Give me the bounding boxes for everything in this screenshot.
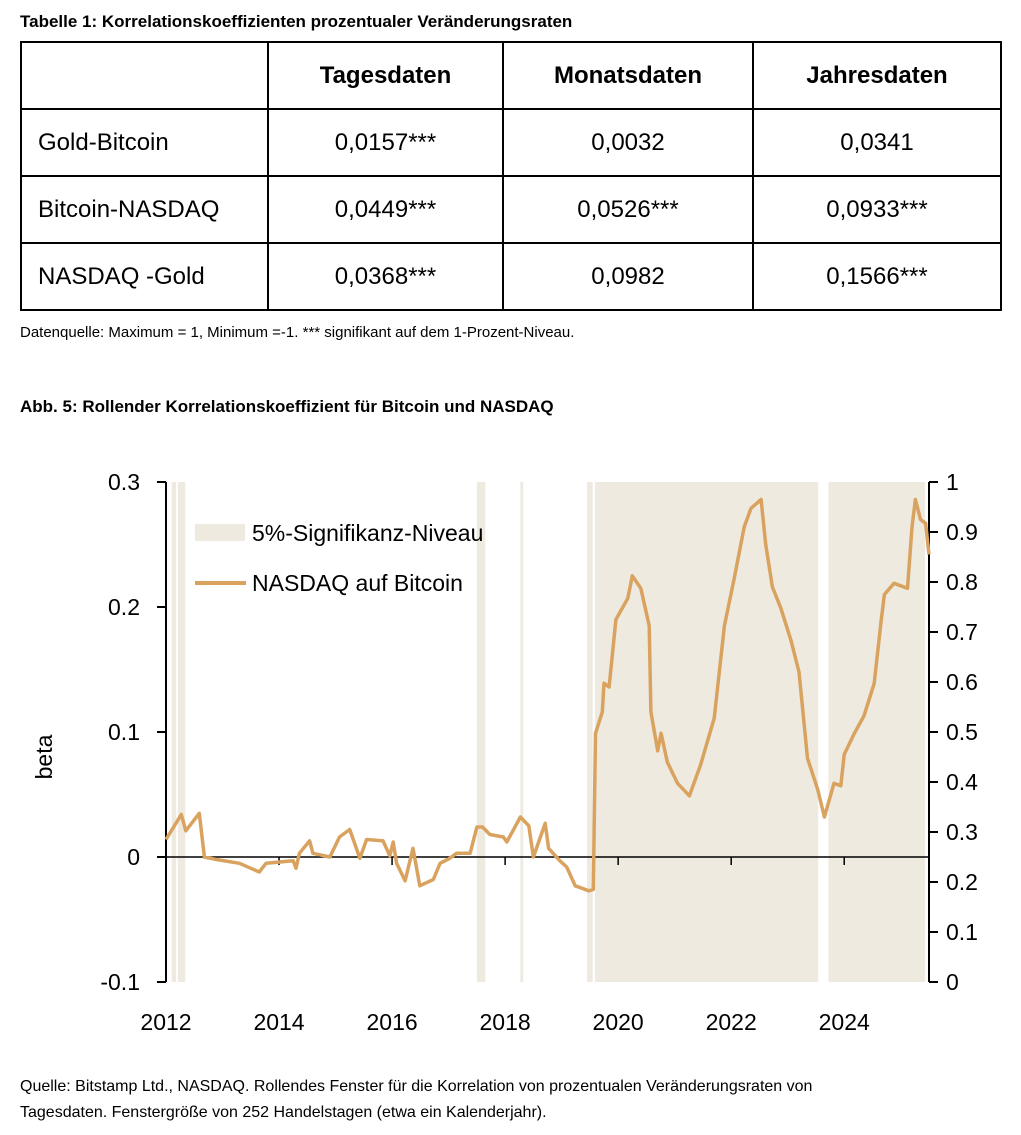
table-header-row: Tagesdaten Monatsdaten Jahresdaten [20, 41, 1002, 110]
table-row: Bitcoin-NASDAQ 0,0449*** 0,0526*** 0,093… [20, 175, 1002, 244]
y2-tick-label: 0.2 [946, 869, 978, 895]
y-tick-label: 0.2 [108, 594, 140, 620]
source-line-1: Quelle: Bitstamp Ltd., NASDAQ. Rollendes… [20, 1078, 813, 1095]
table-header-tagesdaten: Tagesdaten [267, 41, 504, 110]
y2-tick-label: 0.4 [946, 769, 978, 795]
correlation-table: Tagesdaten Monatsdaten Jahresdaten Gold-… [20, 41, 1002, 311]
significance-band [171, 482, 177, 982]
y2-tick-label: 0 [946, 969, 959, 995]
legend-band-swatch [195, 524, 245, 541]
table-header-jahresdaten: Jahresdaten [752, 41, 1002, 110]
table-cell: 0,0526*** [502, 175, 754, 244]
significance-band [476, 482, 486, 982]
x-tick-label: 2014 [253, 1009, 304, 1035]
table-cell: 0,0982 [502, 242, 754, 311]
table-cell: 0,0449*** [267, 175, 504, 244]
y-tick-label: -0.1 [100, 969, 140, 995]
figure-source: Quelle: Bitstamp Ltd., NASDAQ. Rollendes… [20, 1074, 812, 1126]
y2-tick-label: 0.1 [946, 919, 978, 945]
table-title: Tabelle 1: Korrelationskoeffizienten pro… [20, 12, 573, 31]
row-label: Bitcoin-NASDAQ [20, 175, 269, 244]
x-tick-label: 2020 [593, 1009, 644, 1035]
figure-title: Abb. 5: Rollender Korrelationskoeffizien… [20, 397, 554, 416]
table-header-monatsdaten: Monatsdaten [502, 41, 754, 110]
table-cell: 0,0368*** [267, 242, 504, 311]
x-tick-label: 2012 [140, 1009, 191, 1035]
y2-tick-label: 0.7 [946, 619, 978, 645]
x-tick-label: 2018 [480, 1009, 531, 1035]
x-tick-label: 2022 [706, 1009, 757, 1035]
y-tick-label: 0.1 [108, 719, 140, 745]
row-label: Gold-Bitcoin [20, 108, 269, 177]
row-label: NASDAQ -Gold [20, 242, 269, 311]
y2-tick-label: 0.6 [946, 669, 978, 695]
significance-band [520, 482, 524, 982]
y2-tick-label: 1 [946, 469, 959, 495]
series-line-nasdaq-auf-bitcoin [164, 497, 931, 893]
y2-tick-label: 0.8 [946, 569, 978, 595]
significance-band [587, 482, 593, 982]
table-note: Datenquelle: Maximum = 1, Minimum =-1. *… [20, 324, 575, 341]
y2-tick-label: 0.3 [946, 819, 978, 845]
x-tick-label: 2016 [366, 1009, 417, 1035]
x-tick-label: 2024 [819, 1009, 870, 1035]
table-cell: 0,0157*** [267, 108, 504, 177]
legend-line-label: NASDAQ auf Bitcoin [252, 570, 463, 596]
y-axis-label: beta [31, 734, 57, 779]
y2-tick-label: 0.9 [946, 519, 978, 545]
y-tick-label: 0.3 [108, 469, 140, 495]
significance-band [594, 482, 819, 982]
table-row: Gold-Bitcoin 0,0157*** 0,0032 0,0341 [20, 108, 1002, 177]
legend-band-label: 5%-Signifikanz-Niveau [252, 520, 483, 546]
table-cell: 0,0341 [752, 108, 1002, 177]
table-row: NASDAQ -Gold 0,0368*** 0,0982 0,1566*** [20, 242, 1002, 311]
table-cell: 0,0933*** [752, 175, 1002, 244]
table-cell: 0,0032 [502, 108, 754, 177]
y2-tick-label: 0.5 [946, 719, 978, 745]
significance-band [177, 482, 186, 982]
table-cell: 0,1566*** [752, 242, 1002, 311]
source-line-2: Tagesdaten. Fenstergröße von 252 Handels… [20, 1104, 547, 1121]
y-tick-label: 0 [127, 844, 140, 870]
table-header-empty [20, 41, 269, 110]
